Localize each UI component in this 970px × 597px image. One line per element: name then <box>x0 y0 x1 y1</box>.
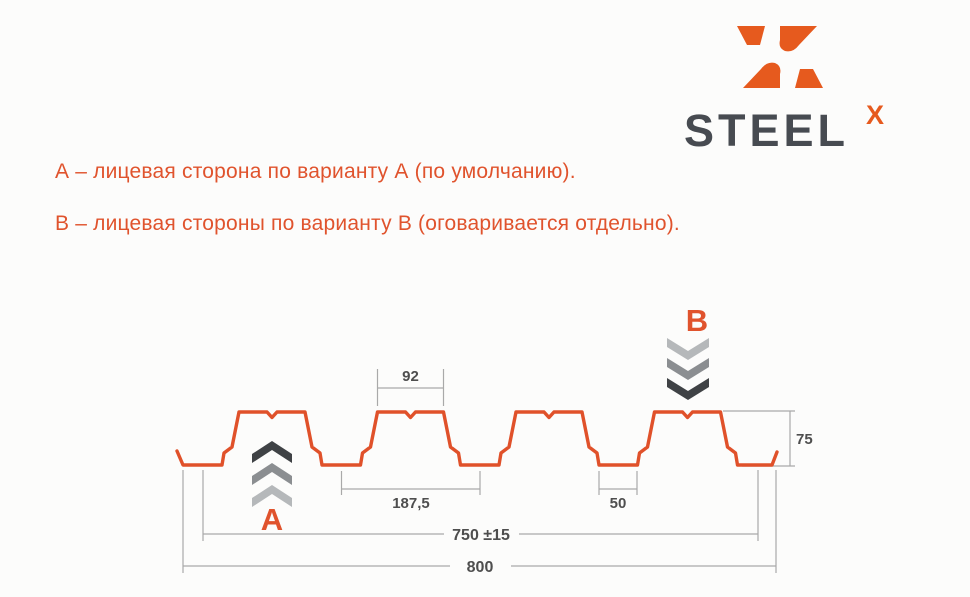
logo-wordmark: STEEL <box>684 105 850 156</box>
dim-cover-width-label: 750 ±15 <box>452 527 510 544</box>
chevron-down-icon <box>667 338 709 400</box>
dim-overall-width: 800 <box>182 470 777 576</box>
note-variant-a: А – лицевая сторона по варианту А (по ум… <box>55 160 576 183</box>
side-b-label: В <box>686 303 708 338</box>
side-a-marker: А <box>252 441 292 537</box>
dimension-lines: 92 187,5 50 75 <box>182 368 813 576</box>
side-a-label: А <box>261 502 283 537</box>
dim-valley-width: 50 <box>598 471 638 512</box>
dim-overall-width-label: 800 <box>467 559 494 576</box>
chevron-up-icon <box>252 441 292 507</box>
dim-rib-pitch: 187,5 <box>340 471 481 512</box>
side-b-marker: В <box>667 303 709 400</box>
dim-cover-width: 750 ±15 <box>202 470 759 544</box>
logo-superscript-x: X <box>866 100 885 130</box>
dim-rib-pitch-label: 187,5 <box>392 495 430 512</box>
dim-valley-width-label: 50 <box>610 495 627 512</box>
dim-rib-top-width-label: 92 <box>402 368 419 385</box>
dim-profile-height-label: 75 <box>796 431 813 448</box>
logo-x-mark-icon <box>737 26 823 88</box>
profile-outline <box>175 410 779 467</box>
logo: STEEL X <box>670 10 910 160</box>
note-variant-b: В – лицевая стороны по варианту В (огова… <box>55 212 680 235</box>
dim-rib-top-width: 92 <box>376 368 445 406</box>
